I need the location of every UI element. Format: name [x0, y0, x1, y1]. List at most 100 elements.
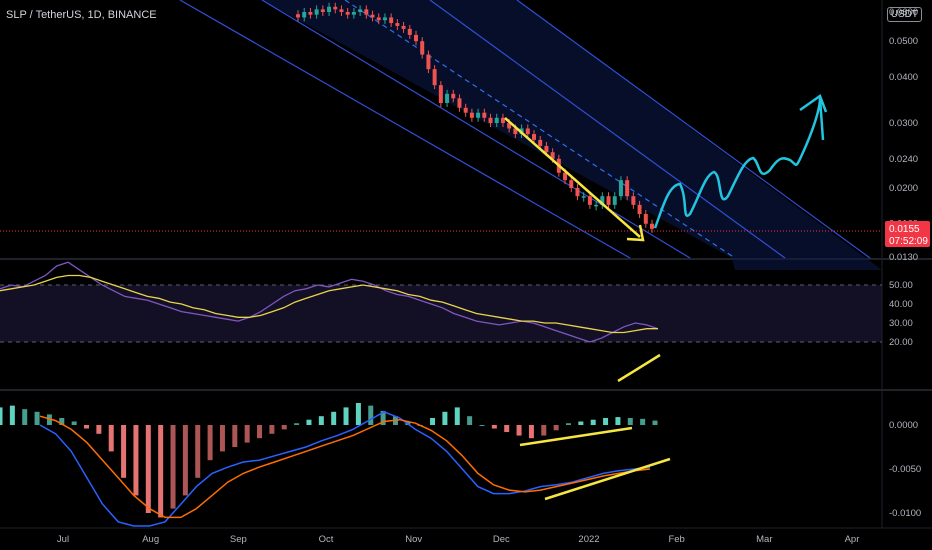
descending-channel[interactable]: [179, 0, 882, 270]
candle[interactable]: [376, 17, 381, 21]
yellow-trend-arrow[interactable]: [504, 117, 645, 242]
candle[interactable]: [339, 9, 344, 12]
candle[interactable]: [401, 25, 406, 29]
rsi-line[interactable]: [0, 261, 659, 343]
candle[interactable]: [351, 12, 356, 15]
signal-line[interactable]: [39, 415, 651, 519]
macd-histogram-bar: [121, 425, 127, 478]
candle[interactable]: [618, 180, 623, 197]
candle[interactable]: [650, 223, 654, 229]
macd-histogram-bar: [553, 425, 559, 431]
candle[interactable]: [482, 112, 487, 118]
candle[interactable]: [407, 28, 412, 35]
macd-histogram-bar: [84, 425, 90, 429]
candle[interactable]: [457, 98, 462, 108]
price-tick-label: 0.0240: [889, 154, 918, 165]
candle[interactable]: [575, 187, 580, 197]
macd-histogram-bar: [491, 425, 497, 429]
price-tick-label: 0.0500: [889, 36, 918, 47]
candle[interactable]: [594, 204, 599, 207]
candle[interactable]: [507, 123, 512, 129]
macd-histogram-bar: [640, 418, 646, 425]
candle[interactable]: [587, 196, 592, 205]
candle[interactable]: [432, 69, 437, 86]
price-tick-label: 0.0300: [889, 118, 918, 129]
candle[interactable]: [320, 9, 325, 12]
candle[interactable]: [451, 93, 456, 99]
candlestick-series[interactable]: [296, 2, 654, 233]
candle[interactable]: [438, 85, 443, 103]
rsi-ma-line[interactable]: [0, 274, 658, 334]
candle[interactable]: [314, 9, 319, 15]
candle[interactable]: [358, 9, 363, 12]
candle[interactable]: [296, 14, 300, 18]
channel-midline[interactable]: [344, 0, 736, 259]
macd-histogram-bar: [0, 407, 3, 425]
macd-axis[interactable]: 0.0000 -0.0050 -0.0100: [889, 420, 921, 519]
candle[interactable]: [625, 180, 630, 197]
candle[interactable]: [637, 204, 642, 215]
candle[interactable]: [488, 117, 493, 124]
macd-histogram-bar: [467, 416, 473, 425]
candle[interactable]: [544, 145, 549, 153]
candle[interactable]: [364, 9, 369, 15]
time-tick-label: Oct: [319, 534, 334, 545]
macd-pane[interactable]: [0, 392, 882, 528]
rsi-divergence-line[interactable]: [617, 353, 661, 383]
candle[interactable]: [395, 23, 400, 26]
candle[interactable]: [600, 196, 605, 205]
candle[interactable]: [631, 196, 636, 205]
time-tick-label: Jul: [57, 534, 69, 545]
candle[interactable]: [581, 196, 586, 198]
macd-tick-label: -0.0100: [889, 508, 921, 519]
candle[interactable]: [327, 6, 332, 12]
macd-line[interactable]: [39, 410, 651, 527]
candle[interactable]: [612, 196, 617, 205]
rsi-axis[interactable]: 50.00 40.00 30.00 20.00: [889, 280, 913, 348]
candle[interactable]: [420, 41, 425, 55]
candle[interactable]: [606, 196, 611, 205]
candle[interactable]: [532, 134, 536, 140]
channel-inner-upper-line[interactable]: [429, 0, 786, 259]
macd-hist-divergence-line[interactable]: [519, 426, 633, 447]
macd-histogram-bar: [343, 407, 349, 425]
candle[interactable]: [382, 17, 387, 21]
symbol-title[interactable]: SLP / TetherUS, 1D, BINANCE: [6, 9, 157, 21]
candle[interactable]: [426, 54, 431, 70]
time-tick-label: Mar: [756, 534, 772, 545]
currency-badge[interactable]: USDT: [886, 7, 922, 22]
channel-inner-lower-line[interactable]: [261, 0, 691, 259]
time-axis[interactable]: Jul Aug Sep Oct Nov Dec 2022 Feb Mar Apr: [57, 534, 859, 545]
macd-divergence-line[interactable]: [544, 457, 671, 501]
candle[interactable]: [494, 117, 499, 124]
macd-histogram-bar: [195, 425, 201, 478]
macd-histogram-bar: [219, 425, 225, 452]
candle[interactable]: [525, 128, 530, 135]
cyan-projection-arrow[interactable]: [653, 94, 828, 229]
channel-upper-line[interactable]: [516, 0, 871, 259]
channel-lower-line[interactable]: [179, 0, 631, 259]
macd-histogram-bar: [71, 421, 77, 425]
candle[interactable]: [538, 139, 543, 146]
candle[interactable]: [414, 34, 418, 42]
candle[interactable]: [476, 112, 481, 118]
candle[interactable]: [569, 180, 574, 188]
rsi-band: [0, 285, 882, 342]
macd-histogram-bar: [182, 425, 188, 496]
candle[interactable]: [643, 214, 648, 224]
candle[interactable]: [550, 152, 555, 159]
candle[interactable]: [333, 6, 338, 10]
candle[interactable]: [513, 128, 518, 135]
macd-histogram[interactable]: [0, 403, 658, 518]
candle[interactable]: [445, 93, 450, 103]
candle[interactable]: [469, 112, 474, 118]
candle[interactable]: [563, 172, 568, 181]
candle[interactable]: [345, 12, 350, 15]
candle[interactable]: [370, 14, 375, 18]
candle[interactable]: [308, 12, 313, 15]
candle[interactable]: [463, 107, 468, 113]
candle[interactable]: [302, 12, 307, 18]
candle[interactable]: [389, 17, 394, 24]
candle[interactable]: [500, 117, 505, 124]
